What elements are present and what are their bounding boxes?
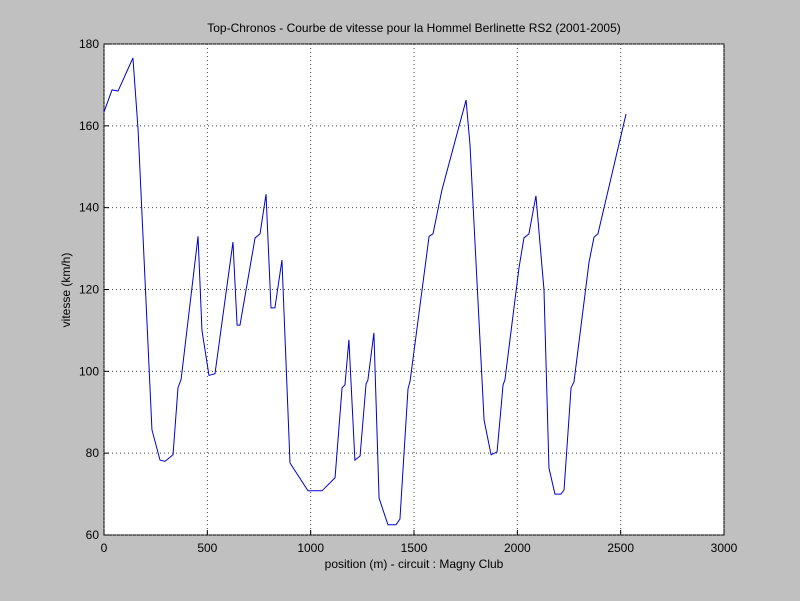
x-tick-label: 3000 xyxy=(711,541,738,555)
x-axis-label: position (m) - circuit : Magny Club xyxy=(325,557,504,571)
y-tick-label: 60 xyxy=(86,528,100,542)
speed-line xyxy=(103,57,627,526)
y-tick-label: 120 xyxy=(79,283,99,297)
y-tick-label: 140 xyxy=(79,201,99,215)
y-tick-label: 100 xyxy=(79,364,99,378)
y-tick-label: 180 xyxy=(79,37,99,51)
y-tick-label: 160 xyxy=(79,119,99,133)
x-tick-label: 1000 xyxy=(297,541,324,555)
x-tick-label: 2500 xyxy=(607,541,634,555)
x-tick-label: 1500 xyxy=(401,541,428,555)
x-tick-label: 0 xyxy=(101,541,108,555)
x-tick-label: 2000 xyxy=(504,541,531,555)
x-tick-label: 500 xyxy=(197,541,217,555)
y-axis-label: vitesse (km/h) xyxy=(59,253,73,328)
y-tick-label: 80 xyxy=(86,446,100,460)
chart-title: Top-Chronos - Courbe de vitesse pour la … xyxy=(207,21,621,35)
